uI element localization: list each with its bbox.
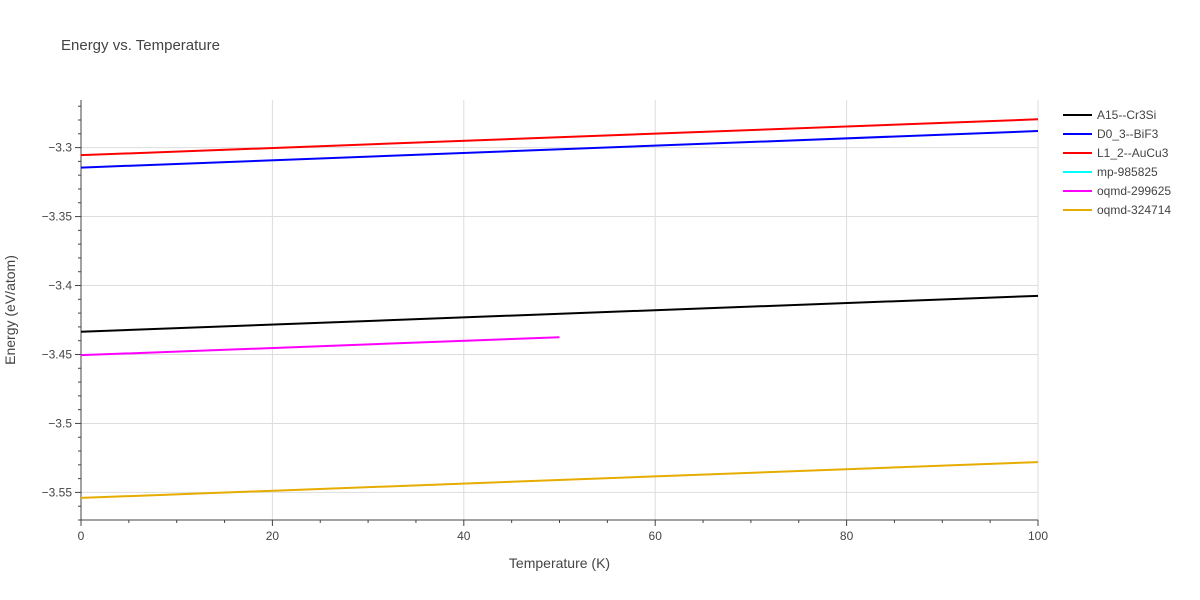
axes (75, 100, 1039, 526)
legend: A15--Cr3Si D0_3--BiF3 L1_2--AuCu3 mp-985825… (1063, 108, 1171, 217)
x-tick-label: 100 (1028, 529, 1048, 543)
x-tick-label: 60 (649, 529, 663, 543)
y-tick-label: −3.55 (42, 485, 73, 499)
y-tick-label: −3.5 (48, 416, 72, 430)
legend-item[interactable]: L1_2--AuCu3 (1063, 146, 1169, 160)
x-tick-label: 40 (457, 529, 471, 543)
y-tick-label: −3.45 (42, 347, 73, 361)
x-tick-label: 20 (266, 529, 280, 543)
legend-label: A15--Cr3Si (1097, 108, 1156, 122)
y-tick-label: −3.4 (48, 279, 72, 293)
x-tick-label: 80 (840, 529, 854, 543)
legend-item[interactable]: mp-985825 (1063, 165, 1158, 179)
legend-label: L1_2--AuCu3 (1097, 146, 1169, 160)
y-tick-labels: −3.3 −3.35 −3.4 −3.45 −3.5 −3.55 (42, 141, 73, 500)
legend-item[interactable]: A15--Cr3Si (1063, 108, 1156, 122)
legend-label: mp-985825 (1097, 165, 1158, 179)
legend-label: D0_3--BiF3 (1097, 127, 1159, 141)
x-tick-labels: 0 20 40 60 80 100 (78, 529, 1049, 543)
series-line (80, 336, 560, 357)
legend-label: oqmd-299625 (1097, 184, 1171, 198)
y-tick-label: −3.35 (42, 210, 73, 224)
legend-item[interactable]: oqmd-299625 (1063, 184, 1171, 198)
series-line (80, 118, 1039, 157)
legend-item[interactable]: oqmd-324714 (1063, 203, 1171, 217)
series-line (80, 461, 1039, 499)
x-tick-label: 0 (78, 529, 85, 543)
y-tick-label: −3.3 (48, 141, 72, 155)
series-lines (80, 118, 1039, 499)
chart-title: Energy vs. Temperature (61, 37, 220, 54)
legend-label: oqmd-324714 (1097, 203, 1171, 217)
series-line (80, 294, 1039, 333)
legend-item[interactable]: D0_3--BiF3 (1063, 127, 1159, 141)
series-line (80, 130, 1039, 169)
x-axis-label: Temperature (K) (509, 555, 610, 571)
y-axis-label: Energy (eV/atom) (2, 255, 18, 365)
